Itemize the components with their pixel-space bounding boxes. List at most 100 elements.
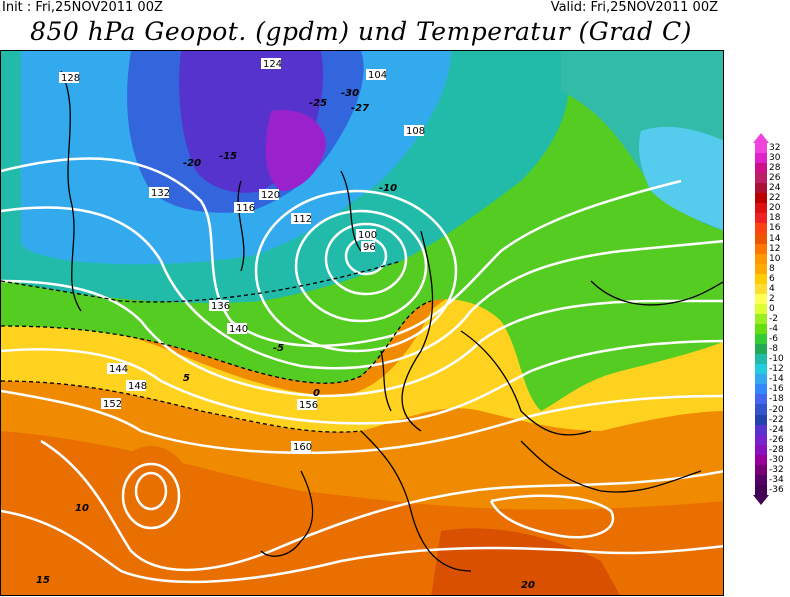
colorbar-segment xyxy=(755,474,767,486)
colorbar-tick-label: -24 xyxy=(769,424,784,435)
temp-label-5: 5 xyxy=(183,373,190,384)
geo-label-100: 100 xyxy=(358,230,377,241)
geo-label-152: 152 xyxy=(103,399,122,410)
temp-label-minus5: -5 xyxy=(273,343,284,354)
temp-label-minus25: -25 xyxy=(309,98,327,109)
colorbar-segment xyxy=(755,193,767,204)
colorbar-tick-label: 16 xyxy=(769,223,781,234)
colorbar-segment xyxy=(755,173,767,184)
colorbar-tick-label: -10 xyxy=(769,354,784,365)
colorbar-segment xyxy=(755,354,767,365)
colorbar-tick-label: -18 xyxy=(769,394,784,405)
colorbar-segment xyxy=(755,143,767,154)
geopotential-label-group: 128 124 120 116 112 108 104 100 96 132 1… xyxy=(59,58,425,453)
forecast-map: 128 124 120 116 112 108 104 100 96 132 1… xyxy=(0,50,724,596)
colorbar-tick-label: 32 xyxy=(769,143,781,154)
colorbar-segment xyxy=(755,434,767,446)
temperature-colorbar xyxy=(755,143,767,496)
temp-label-0: 0 xyxy=(313,388,320,399)
colorbar-segment xyxy=(755,283,767,295)
colorbar-segment xyxy=(755,153,767,164)
colorbar-tick-label: 24 xyxy=(769,183,781,194)
init-time-label: Init : Fri,25NOV2011 00Z xyxy=(2,0,163,15)
geo-label-148: 148 xyxy=(128,381,147,392)
isotherms xyxy=(1,260,432,433)
colorbar-bottom-arrow xyxy=(753,495,769,505)
colorbar-segment xyxy=(755,243,767,255)
geo-label-132: 132 xyxy=(151,188,170,199)
temp-label-10: 10 xyxy=(75,503,89,514)
colorbar-tick-label: -16 xyxy=(769,384,784,395)
colorbar-segment xyxy=(755,163,767,174)
colorbar-segment xyxy=(755,344,767,355)
colorbar-tick-label: 2 xyxy=(769,293,775,304)
colorbar-segment xyxy=(755,313,767,325)
colorbar-segment xyxy=(755,394,767,405)
colorbar-tick-label: -6 xyxy=(769,334,778,345)
colorbar-tick-label: -8 xyxy=(769,344,778,355)
temp-label-minus10: -10 xyxy=(379,183,397,194)
temp-label-minus27: -27 xyxy=(351,103,369,114)
colorbar-tick-label: -32 xyxy=(769,464,784,475)
colorbar-tick-label: 4 xyxy=(769,283,775,294)
colorbar-tick-label: -30 xyxy=(769,454,784,465)
colorbar-segment xyxy=(755,293,767,305)
temp-label-20: 20 xyxy=(521,580,535,591)
colorbar-segment xyxy=(755,444,767,456)
geo-label-96: 96 xyxy=(363,242,376,253)
geo-label-144: 144 xyxy=(109,364,128,375)
colorbar-tick-label: -14 xyxy=(769,374,784,385)
temperature-label-group: -30 -27 -25 -20 -15 -10 -5 0 5 10 15 20 xyxy=(36,88,535,591)
colorbar-tick-label: -2 xyxy=(769,314,778,324)
colorbar-tick-label: 26 xyxy=(769,173,781,184)
colorbar-tick-label: -12 xyxy=(769,364,784,375)
colorbar-tick-label: 28 xyxy=(769,163,781,174)
geo-label-128: 128 xyxy=(61,73,80,84)
geo-label-120: 120 xyxy=(261,190,280,201)
arctic-right-light xyxy=(639,126,723,231)
geo-label-104: 104 xyxy=(368,70,387,81)
colorbar-tick-label: -26 xyxy=(769,434,784,445)
colorbar-segment xyxy=(755,253,767,265)
geo-label-140: 140 xyxy=(229,324,248,335)
colorbar-segment xyxy=(755,414,767,426)
colorbar-tick-label: -36 xyxy=(769,484,784,495)
cutoff-low-area xyxy=(111,446,191,536)
colorbar-tick-label: 10 xyxy=(769,253,781,264)
geo-label-136: 136 xyxy=(211,301,230,312)
colorbar-segment xyxy=(755,273,767,285)
colorbar-segment xyxy=(755,454,767,466)
temp-label-minus30: -30 xyxy=(341,88,359,99)
colorbar-segment xyxy=(755,384,767,395)
colorbar-segment xyxy=(755,324,767,335)
colorbar-tick-label: 6 xyxy=(769,273,775,284)
colorbar-tick-label: -4 xyxy=(769,324,778,335)
colorbar-segment xyxy=(755,203,767,214)
colorbar-segment xyxy=(755,334,767,345)
colorbar-tick-label: 18 xyxy=(769,213,781,224)
geo-label-124: 124 xyxy=(263,59,282,70)
colorbar-segment xyxy=(755,233,767,245)
colorbar-segment xyxy=(755,223,767,234)
colorbar-tick-label: 0 xyxy=(769,303,775,314)
geo-label-160: 160 xyxy=(293,442,312,453)
geo-label-116: 116 xyxy=(236,203,255,214)
temp-label-minus15: -15 xyxy=(219,151,237,162)
colorbar-segment xyxy=(755,404,767,416)
valid-time-label: Valid: Fri,25NOV2011 00Z xyxy=(550,0,718,15)
colorbar-segment xyxy=(755,484,767,496)
colorbar-tick-label: 22 xyxy=(769,193,781,204)
geo-label-156: 156 xyxy=(299,400,318,411)
colorbar-segment xyxy=(755,424,767,436)
colorbar-tick-label: -20 xyxy=(769,404,784,415)
colorbar-tick-label: 20 xyxy=(769,203,781,214)
colorbar-segment xyxy=(755,303,767,315)
chart-title: 850 hPa Geopot. (gpdm) und Temperatur (G… xyxy=(30,17,692,46)
colorbar-tick-label: -28 xyxy=(769,444,784,455)
hot-area xyxy=(431,528,620,595)
colorbar-tick-label: 8 xyxy=(769,263,775,274)
geo-label-108: 108 xyxy=(406,126,425,137)
colorbar-tick-label: -22 xyxy=(769,414,784,425)
colorbar-segment xyxy=(755,213,767,224)
coastlines xyxy=(60,70,723,572)
